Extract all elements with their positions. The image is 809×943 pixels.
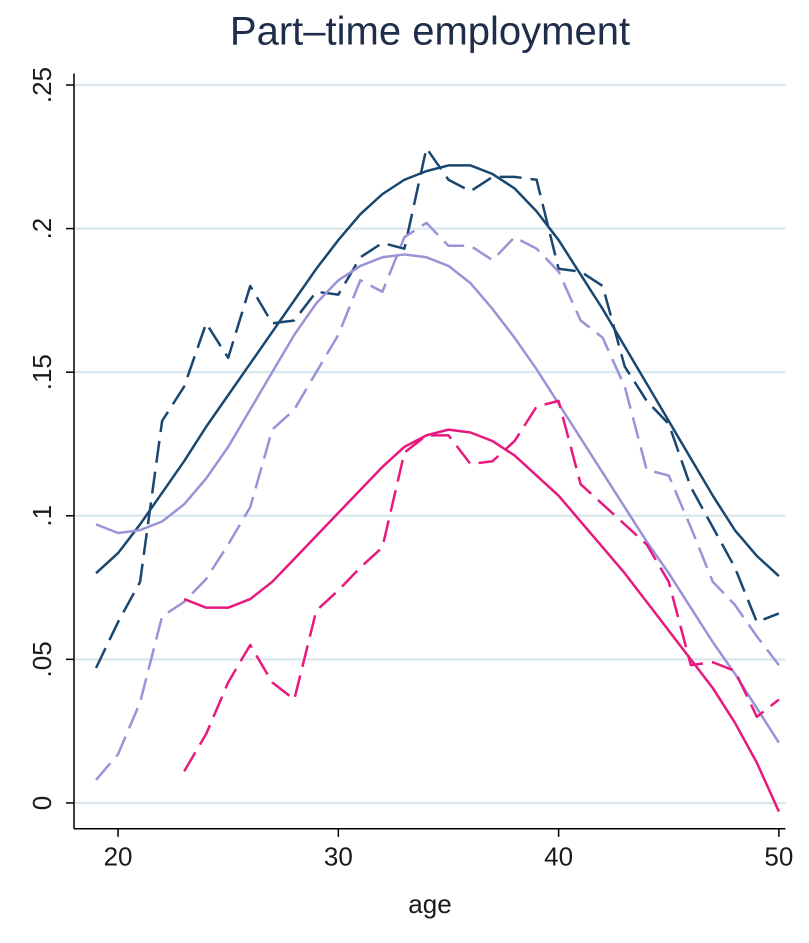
x-tick-label: 50 [764, 842, 793, 872]
dashed-line [94, 146, 780, 669]
x-tick-label: 30 [324, 842, 353, 872]
smooth-line [95, 164, 780, 578]
y-tick-label: 0 [27, 796, 57, 810]
y-tick-label: .15 [27, 354, 57, 390]
smooth-line [95, 253, 780, 744]
dashed-line [183, 399, 780, 772]
dashed-line [95, 221, 780, 781]
chart-title: Part–time employment [230, 10, 630, 54]
y-tick-label: .05 [27, 641, 57, 677]
y-tick-label: .25 [27, 67, 57, 103]
y-tick-label: .1 [27, 505, 57, 527]
x-tick-label: 20 [104, 842, 133, 872]
y-tick-label: .2 [27, 218, 57, 240]
x-axis-title: age [408, 889, 451, 919]
smooth-line [183, 428, 781, 813]
x-tick-label: 40 [544, 842, 573, 872]
